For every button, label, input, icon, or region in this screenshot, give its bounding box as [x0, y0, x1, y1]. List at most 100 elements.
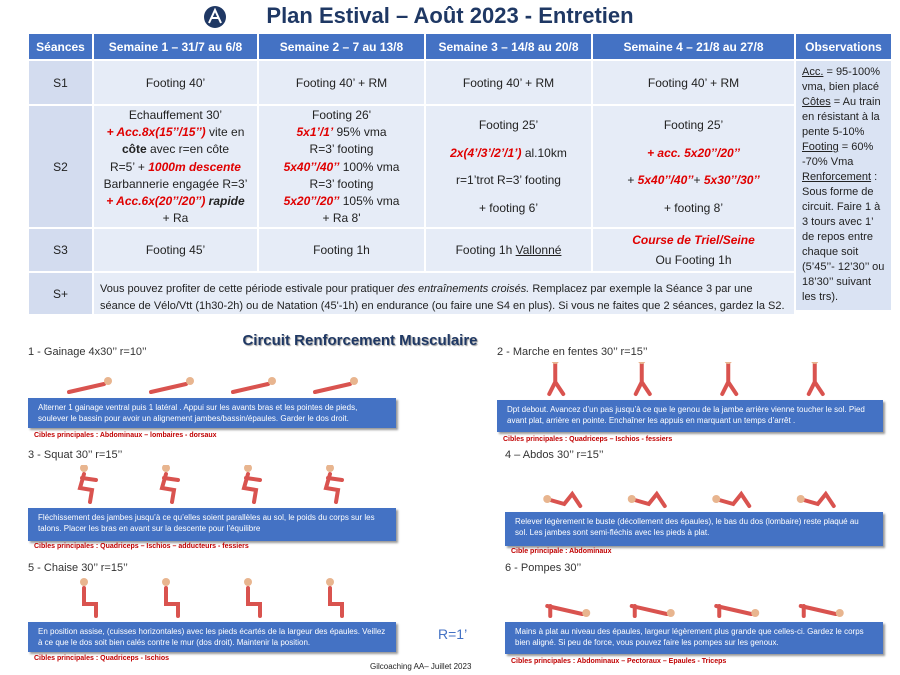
- observations: Acc. = 95-100% vma, bien placé Côtes = A…: [795, 60, 892, 311]
- figure: [323, 472, 344, 504]
- text-segment: vite en: [205, 125, 245, 140]
- exercise-illustration: [67, 377, 358, 394]
- row-label: S3: [28, 228, 93, 272]
- text-segment: avec r=en côte: [146, 142, 230, 157]
- circuit-title: Circuit Renforcement Musculaire: [242, 332, 478, 349]
- figure: [806, 362, 825, 396]
- figure-head: [551, 362, 559, 364]
- cell-line: R=3’ footing: [309, 176, 374, 191]
- column-header: Semaine 2 – 7 au 13/8: [258, 33, 425, 60]
- exercise-heading: 4 – Abdos 30’’ r=15’’: [505, 449, 604, 461]
- figure: [801, 490, 836, 508]
- figure-head: [543, 495, 552, 503]
- exercise-description: Relever légèrement le buste (décollement…: [505, 512, 883, 546]
- figure: [82, 586, 98, 618]
- cell-line: Echauffement 30’: [128, 108, 223, 123]
- figure: [633, 362, 652, 396]
- title: Plan Estival – Août 2023 - Entretien: [266, 3, 634, 28]
- text-segment: 95% vma: [333, 125, 387, 140]
- cell-line: Footing 40’ + RM: [462, 75, 555, 90]
- figure-head: [796, 495, 805, 503]
- cell-line: Course de Triel/Seine: [632, 232, 755, 248]
- logo: [204, 6, 226, 28]
- text-segment: = Au train en résistant à la pente 5-10%: [802, 96, 881, 138]
- text-segment: + Acc.8x(15’’/15’’): [106, 125, 206, 140]
- figure-head: [712, 495, 721, 503]
- rest: R=1’: [438, 626, 468, 642]
- text-segment: 5x40’’/40’’: [637, 173, 694, 188]
- text-segment: 105% vma: [339, 193, 400, 208]
- figure: [164, 586, 180, 618]
- cell-line: 5x20’’/20’’ 105% vma: [284, 193, 400, 209]
- text-segment: 100% vma: [339, 159, 400, 174]
- figure-head: [326, 578, 334, 586]
- figure: [246, 586, 262, 618]
- text-segment: Footing 1h: [455, 243, 516, 257]
- cell-line: + Ra: [162, 210, 189, 225]
- cell-line: + Acc.6x(20’’/20’’) rapide: [106, 193, 244, 209]
- column-header: Séances: [28, 33, 93, 60]
- cell: Footing 1h: [258, 228, 425, 272]
- figure: [328, 586, 344, 618]
- figure-head: [350, 377, 358, 385]
- text-segment: Acc.: [802, 66, 824, 78]
- figure: [241, 472, 262, 504]
- figure-head: [582, 609, 591, 617]
- cell-line: Footing 45’: [145, 243, 206, 257]
- figure: [149, 382, 188, 394]
- row-label: S1: [28, 60, 93, 105]
- exercise-targets: Cibles principales : Quadriceps – Ischio…: [503, 436, 673, 443]
- figure-head: [724, 362, 732, 364]
- text-segment: = 60% -70% Vma: [802, 141, 874, 168]
- figure-head: [638, 362, 646, 364]
- text-segment: Côtes: [802, 96, 831, 108]
- cell-line: 5x40’’/40’’ 100% vma: [284, 159, 400, 175]
- text-segment: Footing: [802, 141, 839, 153]
- figure: [313, 382, 352, 394]
- figure-head: [751, 609, 760, 617]
- text-segment: Course de Triel/Seine: [632, 233, 755, 248]
- exercise-targets: Cibles principales : Quadriceps - Ischio…: [34, 655, 169, 662]
- cell-line: + Acc.8x(15’’/15’’) vite en: [107, 124, 245, 140]
- figure-head: [666, 609, 675, 617]
- figure-head: [80, 578, 88, 586]
- cell: Footing 1h Vallonné: [425, 228, 592, 272]
- cell-line: 2x(4’/3’/2’/1’) al.10km: [450, 145, 567, 161]
- exercise-targets: Cibles principales : Abdominaux – lombai…: [34, 432, 217, 439]
- cell-line: Ou Footing 1h: [655, 252, 732, 267]
- figure-head: [627, 495, 636, 503]
- exercise-heading: 6 - Pompes 30’’: [505, 562, 582, 574]
- figure-head: [811, 362, 819, 364]
- cell-line: r=1’trot R=3’ footing: [456, 173, 561, 188]
- text-segment: R=5’ +: [110, 159, 149, 174]
- figure: [717, 490, 752, 508]
- exercise-illustration: [545, 604, 844, 618]
- figure: [231, 382, 270, 394]
- exercise-description: Alterner 1 gainage ventral puis 1 latéra…: [28, 398, 396, 428]
- figure: [632, 490, 667, 508]
- cell-line: + Ra 8': [322, 210, 361, 225]
- column-header: Observations: [795, 33, 892, 60]
- text-segment: Vallonné: [515, 243, 562, 257]
- text-segment: = 95-100% vma, bien placé: [802, 66, 880, 93]
- cell-line: Footing 40’ + RM: [647, 75, 740, 90]
- exercise-illustration: [77, 465, 344, 504]
- text-segment: Vous pouvez profiter de cette période es…: [100, 283, 398, 295]
- cell-line: Footing 40’: [145, 75, 206, 90]
- cell-line: R=3’ footing: [309, 142, 374, 157]
- figure-head: [244, 465, 252, 472]
- column-header: Semaine 4 – 21/8 au 27/8: [592, 33, 795, 60]
- figure: [77, 472, 98, 504]
- text-segment: al.10km: [521, 145, 567, 160]
- text-segment: +: [627, 173, 638, 188]
- cell-line: Footing 40’ + RM: [295, 75, 388, 90]
- column-header: Semaine 1 – 31/7 au 6/8: [93, 33, 258, 60]
- figure-head: [835, 609, 844, 617]
- text-segment: + acc. 5x20’’/20’’: [647, 145, 740, 160]
- text-segment: 5x1’/1’: [296, 125, 334, 140]
- exercise-heading: 5 - Chaise 30’’ r=15’’: [28, 562, 128, 574]
- text-segment: rapide: [205, 193, 245, 208]
- exercise-illustration: [547, 362, 825, 396]
- text-segment: +: [693, 173, 704, 188]
